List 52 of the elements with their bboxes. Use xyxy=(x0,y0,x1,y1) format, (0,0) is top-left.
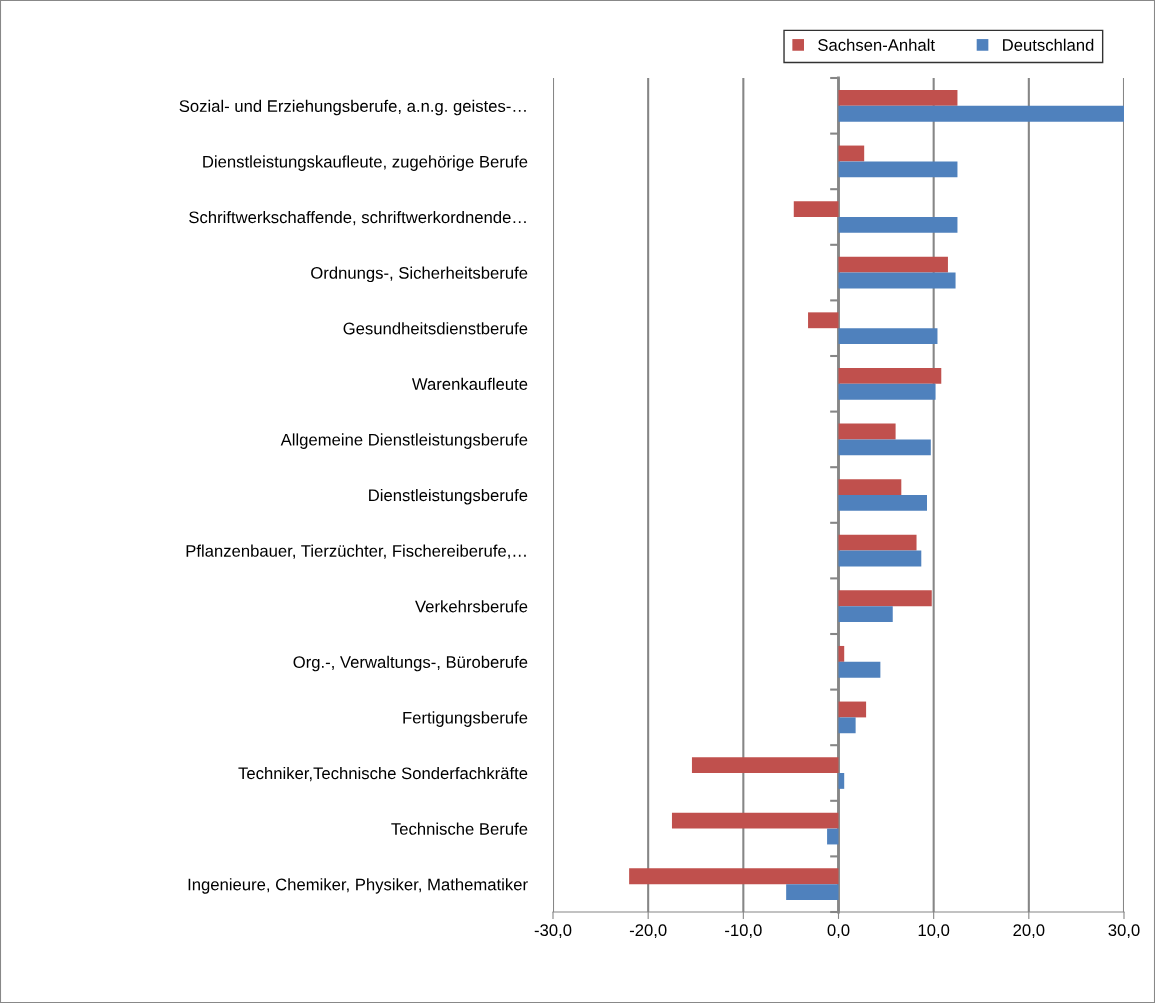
bar xyxy=(838,439,931,456)
bar xyxy=(838,145,865,162)
bar xyxy=(808,312,839,329)
bar xyxy=(838,423,896,440)
bar xyxy=(838,479,902,495)
y-tick-label: Pflanzenbauer, Tierzüchter, Fischereiberufe,… xyxy=(186,544,526,559)
x-tick-label: 20,0 xyxy=(1013,924,1045,939)
y-tick-label: Gesundheitsdienstberufe xyxy=(343,322,528,335)
y-tick-label: Ingenieure, Chemiker, Physiker, Mathematiker xyxy=(188,878,528,894)
x-tick-label: -30,0 xyxy=(534,924,572,939)
bar xyxy=(786,884,839,901)
bar xyxy=(671,812,839,829)
y-tick-label: Dienstleistungsberufe xyxy=(369,488,528,505)
x-tick-label: 30,0 xyxy=(1108,924,1140,939)
bar xyxy=(691,757,839,773)
bar xyxy=(838,272,956,289)
y-tick-label: Allgemeine Dienstleistungsberufe xyxy=(280,433,528,449)
y-tick-label: Verkehrsberufe xyxy=(415,600,528,613)
bar xyxy=(838,534,917,551)
y-tick-label: Techniker,Technische Sonderfachkräfte xyxy=(238,766,528,782)
y-tick-label: Sozial- und Erziehungsberufe, a.n.g. geistes-… xyxy=(179,99,526,116)
bar xyxy=(793,201,839,217)
bar xyxy=(838,256,948,273)
bar xyxy=(838,717,856,734)
legend-label: Sachsen-Anhalt xyxy=(818,38,935,51)
y-tick-label: Schriftwerkschaffende, schriftwerkordnende… xyxy=(189,210,526,226)
bar xyxy=(827,828,839,845)
bar xyxy=(629,868,839,885)
bar xyxy=(838,550,922,567)
x-tick-label: -20,0 xyxy=(629,924,667,939)
bar xyxy=(838,161,958,178)
bar xyxy=(838,661,881,678)
bar xyxy=(838,383,936,400)
bar xyxy=(838,590,932,607)
x-tick-label: 0,0 xyxy=(827,924,850,939)
y-tick-label: Technische Berufe xyxy=(391,822,528,835)
legend-label: Deutschland xyxy=(1003,38,1094,51)
y-tick-label: Warenkaufleute xyxy=(411,377,528,390)
bar xyxy=(838,89,958,106)
x-tick-label: 10,0 xyxy=(918,924,950,939)
bar xyxy=(838,328,938,345)
x-tick-label: -10,0 xyxy=(725,924,762,939)
y-tick-label: Org.-, Verwaltungs-, Büroberufe xyxy=(293,655,528,672)
y-tick-label: Fertigungsberufe xyxy=(403,711,528,727)
bar xyxy=(838,606,893,623)
bar xyxy=(838,105,1124,122)
bar xyxy=(838,367,942,384)
bar xyxy=(838,701,867,718)
bar xyxy=(838,217,958,233)
y-tick-label: Dienstleistungskaufleute, zugehörige Berufe xyxy=(203,155,528,171)
y-tick-label: Ordnungs-, Sicherheitsberufe xyxy=(311,266,528,283)
bar xyxy=(838,495,928,511)
